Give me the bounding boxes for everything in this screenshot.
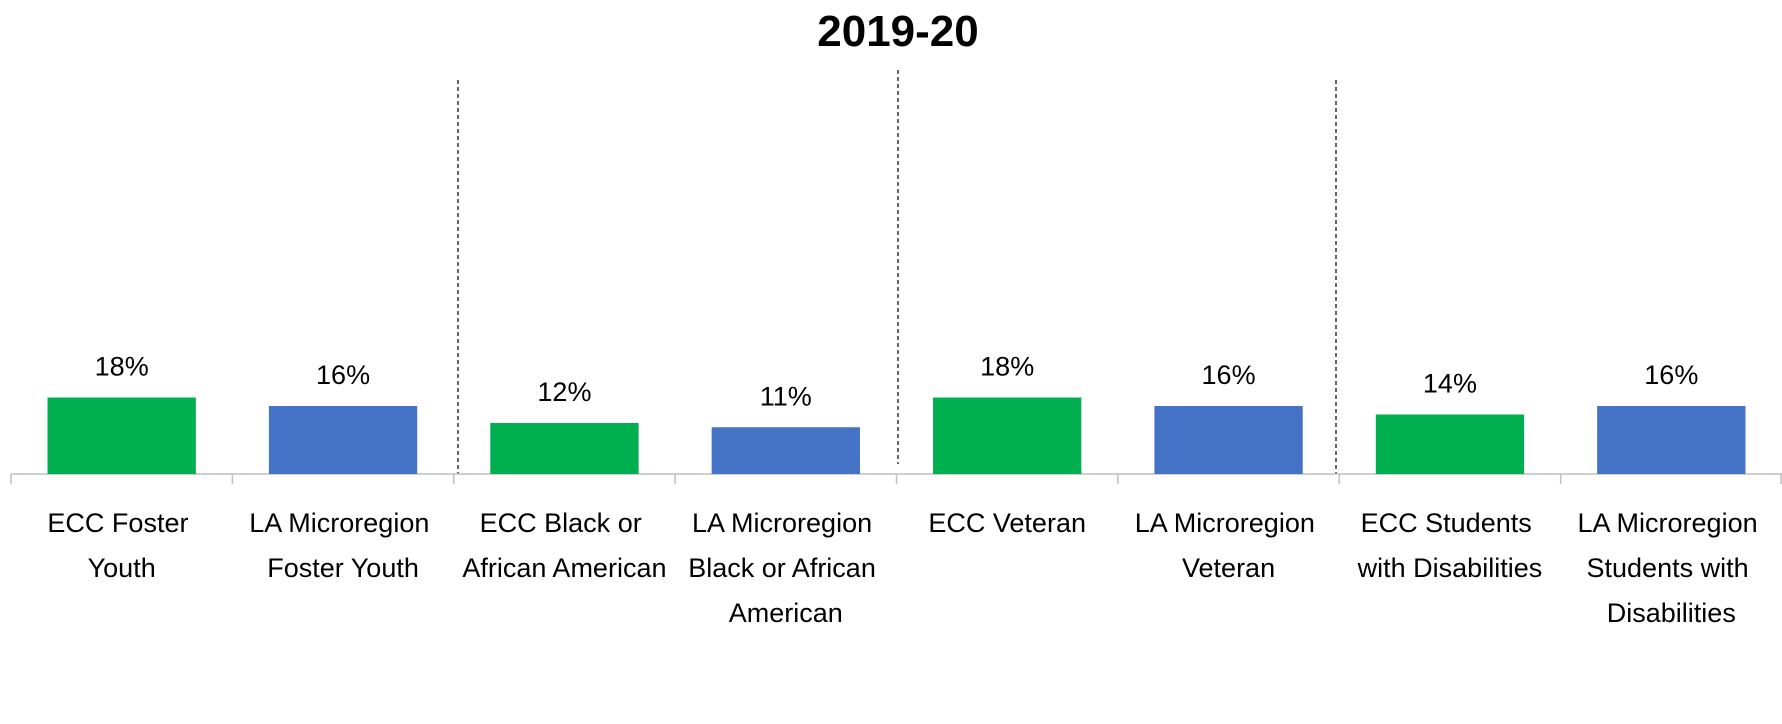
label-line: LA Microregion [692, 508, 880, 538]
value-label: 16% [316, 360, 370, 390]
label-line: Foster Youth [267, 553, 419, 583]
label-line: African American [462, 553, 666, 583]
bar [1597, 406, 1746, 474]
x-tick-label: ECC Students with Disabilities [1357, 508, 1543, 583]
bar [1375, 414, 1525, 474]
bar [268, 406, 418, 474]
x-tick-label: LA Microregion Veteran [1135, 508, 1323, 583]
bar [1154, 406, 1303, 474]
value-label: 14% [1423, 369, 1477, 399]
separators [457, 70, 1337, 474]
label-line: ECC Veteran [928, 508, 1086, 538]
value-label: 11% [760, 381, 812, 411]
label-line: LA Microregion [1578, 508, 1766, 538]
x-tick-label: ECC Veteran [928, 508, 1086, 538]
x-tick-label: ECC Foster Youth [47, 508, 196, 583]
label-line: Students with [1587, 553, 1757, 583]
value-label: 16% [1202, 360, 1256, 390]
bar [711, 427, 860, 474]
x-tick-label: ECC Black or African American [462, 508, 666, 583]
label-line: Veteran [1182, 553, 1275, 583]
label-line: Black or African [688, 553, 883, 583]
value-label: 16% [1644, 360, 1698, 390]
label-line: with Disabilities [1357, 553, 1543, 583]
chart-title: 2019-20 [817, 7, 978, 56]
label-line: LA Microregion [249, 508, 437, 538]
bar [933, 397, 1082, 474]
label-line: ECC Foster [47, 508, 196, 538]
x-tick-label: LA Microregion Students with Disabilitie… [1578, 508, 1766, 628]
label-line: ECC Students [1361, 508, 1540, 538]
x-tick-label: LA Microregion Foster Youth [249, 508, 437, 583]
value-label: 12% [537, 377, 591, 407]
bar [490, 423, 639, 474]
label-line: LA Microregion [1135, 508, 1323, 538]
value-label: 18% [95, 352, 149, 382]
label-line: Youth [88, 553, 156, 583]
x-tick-label: LA Microregion Black or African American [688, 508, 883, 628]
label-line: American [729, 598, 843, 628]
value-label: 18% [980, 352, 1034, 382]
label-line: Disabilities [1607, 598, 1736, 628]
label-line: ECC Black or [480, 508, 650, 538]
bar [47, 397, 196, 474]
